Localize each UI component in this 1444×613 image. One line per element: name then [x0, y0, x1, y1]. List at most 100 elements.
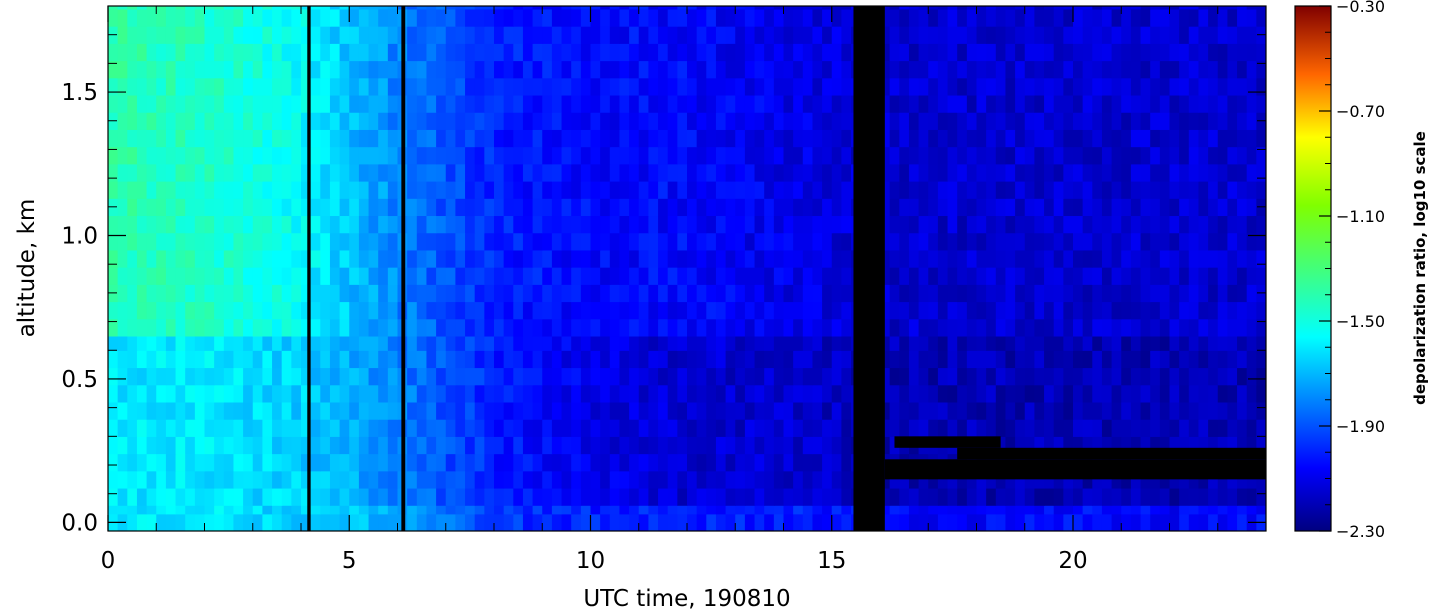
heatmap-cell	[1188, 318, 1200, 337]
heatmap-cell	[638, 419, 649, 437]
heatmap-cell	[165, 367, 177, 386]
heatmap-cell	[706, 267, 717, 285]
heatmap-cell	[484, 505, 495, 515]
heatmap-cell	[1140, 419, 1151, 437]
heatmap-cell	[117, 198, 128, 217]
heatmap-cell	[1159, 284, 1171, 303]
heatmap-cell	[1140, 26, 1151, 44]
heatmap-cell	[291, 350, 302, 369]
heatmap-cell	[252, 77, 263, 96]
heatmap-cell	[831, 335, 842, 351]
heatmap-cell	[136, 401, 148, 420]
heatmap-cell	[1179, 284, 1190, 303]
heatmap-cell	[1092, 318, 1103, 337]
heatmap-cell	[1246, 8, 1257, 27]
heatmap-cell	[108, 249, 119, 268]
heatmap-cell	[1024, 249, 1035, 268]
heatmap-cell	[165, 181, 177, 199]
heatmap-cell	[310, 470, 321, 489]
heatmap-cell	[474, 8, 485, 27]
heatmap-cell	[773, 453, 785, 472]
heatmap-cell	[165, 436, 177, 455]
heatmap-cell	[629, 60, 640, 79]
heatmap-cell	[744, 384, 756, 403]
heatmap-cell	[175, 267, 186, 285]
heatmap-cell	[204, 267, 215, 285]
heatmap-cell	[764, 436, 775, 455]
heatmap-cell	[899, 487, 910, 506]
heatmap-cell	[108, 232, 119, 251]
heatmap-cell	[1111, 267, 1122, 285]
heatmap-cell	[812, 163, 823, 182]
heatmap-cell	[638, 60, 649, 79]
heatmap-cell	[349, 367, 360, 386]
heatmap-cell	[1130, 513, 1142, 531]
heatmap-cell	[204, 181, 215, 199]
heatmap-cell	[1246, 26, 1257, 44]
x-axis-label: UTC time, 190810	[583, 586, 790, 612]
heatmap-cell	[667, 26, 678, 44]
heatmap-cell	[455, 60, 466, 79]
heatmap-cell	[715, 249, 727, 268]
heatmap-cell	[1208, 301, 1219, 320]
heatmap-cell	[233, 198, 244, 217]
heatmap-cell	[1121, 470, 1132, 489]
heatmap-cell	[204, 505, 215, 515]
heatmap-cell	[551, 129, 563, 148]
heatmap-cell	[793, 8, 804, 27]
heatmap-cell	[918, 8, 929, 27]
heatmap-cell	[648, 129, 659, 148]
heatmap-cell	[223, 436, 235, 455]
heatmap-cell	[310, 350, 321, 369]
heatmap-cell	[783, 6, 794, 10]
heatmap-cell	[783, 301, 794, 320]
heatmap-cell	[908, 6, 920, 10]
heatmap-cell	[1150, 94, 1161, 113]
heatmap-cell	[426, 384, 437, 403]
heatmap-cell	[812, 487, 823, 506]
heatmap-cell	[339, 301, 350, 320]
heatmap-cell	[310, 301, 321, 320]
heatmap-cell	[1034, 301, 1045, 320]
heatmap-cell	[1237, 129, 1248, 148]
heatmap-cell	[1063, 163, 1074, 182]
heatmap-cell	[329, 419, 341, 437]
heatmap-cell	[551, 163, 563, 182]
heatmap-cell	[503, 146, 514, 165]
heatmap-cell	[194, 129, 206, 148]
heatmap-cell	[1198, 26, 1209, 44]
heatmap-cell	[1159, 384, 1171, 403]
heatmap-cell	[484, 384, 495, 403]
heatmap-cell	[812, 335, 823, 351]
heatmap-cell	[725, 301, 736, 320]
heatmap-cell	[465, 94, 476, 113]
heatmap-cell	[455, 487, 466, 506]
heatmap-cell	[773, 487, 785, 506]
heatmap-cell	[1227, 284, 1238, 303]
heatmap-cell	[368, 505, 379, 515]
heatmap-cell	[1217, 513, 1228, 531]
heatmap-cell	[1063, 487, 1074, 506]
heatmap-cell	[146, 350, 157, 369]
heatmap-cell	[976, 267, 987, 285]
heatmap-cell	[1101, 335, 1113, 351]
heatmap-cell	[204, 232, 215, 251]
heatmap-cell	[841, 487, 852, 506]
heatmap-cell	[783, 146, 794, 165]
heatmap-cell	[1246, 163, 1257, 182]
heatmap-cell	[812, 350, 823, 369]
heatmap-cell	[281, 301, 292, 320]
heatmap-cell	[233, 129, 244, 148]
heatmap-cell	[1237, 384, 1248, 403]
heatmap-cell	[744, 284, 756, 303]
heatmap-cell	[600, 419, 611, 437]
heatmap-cell	[1140, 181, 1151, 199]
heatmap-cell	[744, 470, 756, 489]
heatmap-cell	[986, 419, 997, 437]
heatmap-cell	[349, 26, 360, 44]
heatmap-cell	[262, 249, 273, 268]
heatmap-cell	[204, 470, 215, 489]
heatmap-cell	[1092, 487, 1103, 506]
heatmap-cell	[339, 77, 350, 96]
axes: 0 5 10 15 200.00.51.01.5	[61, 6, 1266, 574]
